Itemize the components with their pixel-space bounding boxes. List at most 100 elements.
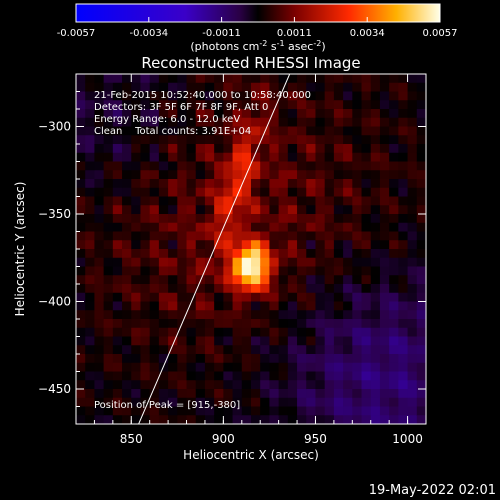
heatmap-cell [158, 345, 169, 355]
heatmap-cell [214, 397, 224, 408]
heatmap-cell [232, 284, 243, 294]
heatmap-cell [379, 152, 390, 163]
heatmap-cell [186, 74, 197, 84]
heatmap-cell [177, 231, 188, 241]
heatmap-cell [361, 292, 372, 303]
heatmap-cell [122, 397, 132, 408]
heatmap-cell [315, 406, 326, 416]
heatmap-cell [223, 292, 234, 303]
heatmap-cell [232, 161, 243, 171]
heatmap-cell [370, 310, 381, 320]
heatmap-cell [343, 415, 353, 424]
heatmap-cell [103, 144, 114, 154]
heatmap-cell [361, 266, 372, 276]
heatmap-cell [287, 257, 298, 268]
heatmap-cell [287, 161, 298, 171]
heatmap-cell [398, 249, 409, 259]
heatmap-cell [241, 345, 252, 355]
heatmap-cell [297, 284, 307, 294]
heatmap-cell [407, 266, 418, 276]
heatmap-cell [251, 380, 261, 390]
heatmap-cell [158, 380, 169, 390]
heatmap-cell [407, 117, 418, 128]
heatmap-cell [315, 100, 326, 110]
heatmap-cell [251, 415, 261, 424]
heatmap-cell [370, 336, 381, 346]
heatmap-cell [168, 397, 178, 408]
heatmap-cell [131, 187, 142, 198]
heatmap-cell [333, 327, 344, 338]
heatmap-cell [407, 152, 418, 163]
heatmap-cell [76, 152, 86, 163]
heatmap-cell [94, 187, 105, 198]
heatmap-cell [112, 179, 123, 189]
heatmap-cell [352, 91, 363, 101]
heatmap-cell [112, 222, 123, 233]
heatmap-cell [214, 187, 224, 198]
heatmap-cell [214, 117, 224, 128]
heatmap-cell [223, 371, 234, 381]
heatmap-cell [379, 406, 390, 416]
heatmap-cell [370, 354, 381, 364]
heatmap-cells [76, 74, 426, 424]
heatmap-cell [140, 82, 151, 93]
heatmap-cell [278, 310, 289, 320]
heatmap-cell [168, 284, 178, 294]
heatmap-cell [278, 257, 289, 268]
colorbar-tick-label: -0.0011 [202, 28, 241, 39]
heatmap-cell [195, 231, 206, 241]
heatmap-cell [140, 117, 151, 128]
heatmap-cell [186, 126, 197, 136]
heatmap-cell [269, 196, 280, 206]
colorbar-tick-label: 0.0034 [350, 28, 385, 39]
heatmap-cell [186, 319, 197, 329]
heatmap-cell [186, 214, 197, 224]
heatmap-cell [131, 266, 142, 276]
heatmap-cell [103, 354, 114, 364]
heatmap-cell [232, 354, 243, 364]
heatmap-cell [389, 345, 399, 355]
heatmap-cell [389, 152, 399, 163]
heatmap-cell [287, 144, 298, 154]
heatmap-cell [195, 319, 206, 329]
heatmap-cell [177, 196, 188, 206]
heatmap-cell [269, 231, 280, 241]
heatmap-cell [214, 406, 224, 416]
heatmap-cell [168, 144, 178, 154]
heatmap-cell [131, 214, 142, 224]
heatmap-cell [204, 415, 215, 424]
heatmap-cell [333, 117, 344, 128]
heatmap-cell [158, 284, 169, 294]
heatmap-cell [306, 100, 317, 110]
heatmap-cell [140, 249, 151, 259]
heatmap-cell [112, 327, 123, 338]
heatmap-cell [379, 100, 390, 110]
heatmap-cell [297, 91, 307, 101]
heatmap-cell [416, 371, 426, 381]
heatmap-cell [260, 257, 271, 268]
heatmap-cell [306, 170, 317, 180]
heatmap-cell [315, 91, 326, 101]
heatmap-cell [370, 327, 381, 338]
heatmap-cell [158, 354, 169, 364]
heatmap-cell [251, 91, 261, 101]
heatmap-cell [398, 362, 409, 373]
heatmap-cell [287, 275, 298, 285]
heatmap-cell [278, 222, 289, 233]
heatmap-cell [186, 266, 197, 276]
heatmap-cell [103, 275, 114, 285]
heatmap-cell [94, 214, 105, 224]
heatmap-cell [85, 380, 96, 390]
heatmap-cell [297, 301, 307, 311]
heatmap-cell [158, 389, 169, 399]
heatmap-cell [149, 284, 160, 294]
heatmap-cell [122, 179, 132, 189]
heatmap-cell [343, 161, 353, 171]
heatmap-cell [398, 91, 409, 101]
heatmap-cell [306, 82, 317, 93]
heatmap-cell [306, 109, 317, 119]
heatmap-cell [186, 415, 197, 424]
heatmap-cell [112, 187, 123, 198]
heatmap-cell [223, 74, 234, 84]
heatmap-cell [343, 406, 353, 416]
